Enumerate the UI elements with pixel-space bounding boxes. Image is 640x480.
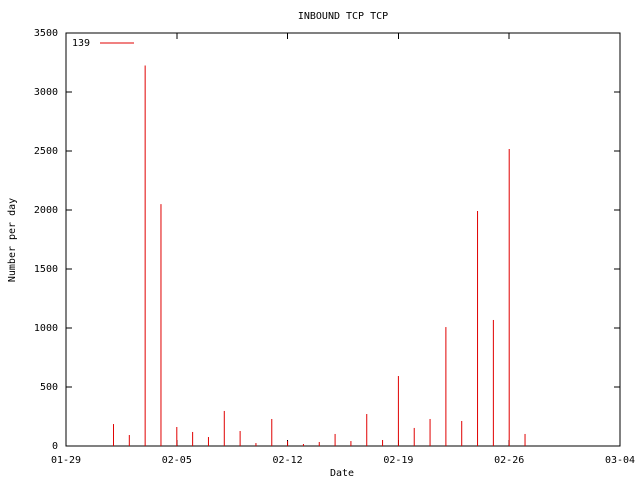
x-tick-label: 03-04 [605,455,635,466]
y-tick-label: 0 [52,441,58,452]
y-tick-label: 2500 [34,146,58,157]
legend-label: 139 [72,38,90,49]
x-tick-label: 02-12 [273,455,303,466]
x-tick-label: 02-05 [162,455,192,466]
y-tick-label: 1000 [34,323,58,334]
chart-title: INBOUND TCP TCP [298,11,388,22]
y-tick-label: 3500 [34,28,58,39]
y-axis-label: Number per day [7,198,18,282]
plot-frame [65,32,621,447]
y-tick-label: 1500 [34,264,58,275]
x-axis-label: Date [330,468,354,479]
y-tick-label: 3000 [34,87,58,98]
y-tick-label: 500 [40,382,58,393]
x-tick-label: 01-29 [51,455,81,466]
x-tick-label: 02-26 [494,455,524,466]
x-tick-label: 02-19 [383,455,413,466]
y-tick-label: 2000 [34,205,58,216]
